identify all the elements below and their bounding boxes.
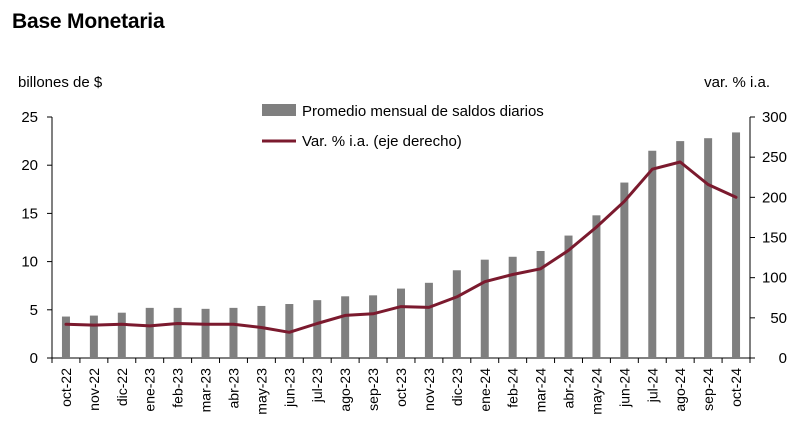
x-tick-label: may-23 [253,368,269,415]
bar [732,132,741,358]
x-tick-label: oct-22 [58,368,74,407]
right-tick-label: 200 [762,189,787,206]
left-tick-label: 20 [21,157,38,174]
bar [592,215,601,358]
right-tick-label: 150 [762,230,787,247]
x-tick-label: dic-23 [449,368,465,406]
right-tick-label: 50 [770,310,787,327]
x-tick-label: ago-24 [672,368,688,412]
right-axis-label: var. % i.a. [704,74,770,91]
x-tick-label: jun-24 [616,368,632,408]
bar [341,296,350,358]
bar [536,250,545,358]
x-tick-label: dic-22 [114,368,130,406]
x-tick-label: mar-23 [198,368,214,413]
x-tick-label: feb-23 [170,368,186,408]
right-tick-label: 250 [762,149,787,166]
bar [676,141,685,358]
bar [480,259,489,358]
right-tick-label: 100 [762,270,787,287]
left-tick-label: 0 [30,350,38,367]
x-tick-label: feb-24 [505,368,521,408]
bar [173,307,182,358]
right-tick-label: 300 [762,109,787,126]
bar [313,300,322,358]
bar [369,295,378,358]
x-tick-label: jun-23 [281,368,297,408]
legend-swatch-bar [262,104,296,116]
bar [452,270,461,358]
legend-label-line: Var. % i.a. (eje derecho) [302,133,462,150]
right-tick-label: 0 [779,350,787,367]
x-tick-label: jul-23 [309,368,325,403]
x-tick-label: mar-24 [533,368,549,413]
legend-label-bar: Promedio mensual de saldos diarios [302,103,544,120]
x-tick-label: ene-23 [142,368,158,412]
bar [145,307,154,358]
x-tick-label: oct-24 [728,368,744,407]
x-tick-label: ene-24 [477,368,493,412]
left-tick-label: 25 [21,109,38,126]
bar [648,150,657,358]
x-tick-label: sep-24 [700,368,716,411]
x-tick-label: abr-24 [561,368,577,409]
bar [89,315,98,358]
bar [61,316,70,358]
bar [257,305,266,358]
chart-title: Base Monetaria [12,10,165,33]
left-axis-label: billones de $ [18,74,103,91]
bar [397,288,405,358]
left-tick-label: 5 [30,302,38,319]
x-tick-label: jul-24 [644,368,660,403]
x-tick-label: nov-23 [421,368,437,411]
x-tick-label: ago-23 [337,368,353,412]
left-tick-label: 10 [21,254,38,271]
x-tick-label: oct-23 [393,368,409,407]
bar [229,307,238,358]
bar [564,235,573,358]
bar [704,138,713,358]
bar [117,312,126,358]
x-tick-label: may-24 [588,368,604,415]
bar [620,182,629,358]
line-series [64,160,738,334]
x-tick-label: sep-23 [365,368,381,411]
bar [424,282,433,358]
x-tick-label: abr-23 [225,368,241,409]
left-tick-label: 15 [21,205,38,222]
x-tick-label: nov-22 [86,368,102,411]
bar [201,308,210,358]
bar [508,256,517,358]
